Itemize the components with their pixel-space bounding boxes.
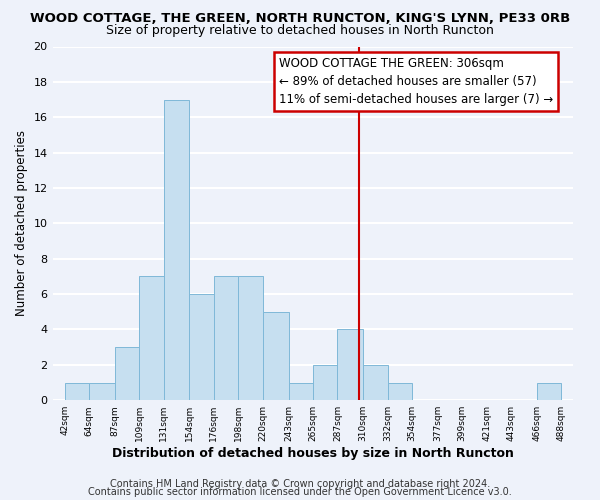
Bar [89, 382, 115, 400]
Bar [313, 365, 337, 400]
Y-axis label: Number of detached properties: Number of detached properties [15, 130, 28, 316]
Text: Size of property relative to detached houses in North Runcton: Size of property relative to detached ho… [106, 24, 494, 37]
Bar [337, 330, 363, 400]
Text: WOOD COTTAGE, THE GREEN, NORTH RUNCTON, KING'S LYNN, PE33 0RB: WOOD COTTAGE, THE GREEN, NORTH RUNCTON, … [30, 12, 570, 26]
Bar [537, 382, 561, 400]
Bar [115, 347, 139, 400]
Bar [190, 294, 214, 400]
Bar [214, 276, 238, 400]
Text: WOOD COTTAGE THE GREEN: 306sqm
← 89% of detached houses are smaller (57)
11% of : WOOD COTTAGE THE GREEN: 306sqm ← 89% of … [279, 57, 553, 106]
Text: Contains HM Land Registry data © Crown copyright and database right 2024.: Contains HM Land Registry data © Crown c… [110, 479, 490, 489]
X-axis label: Distribution of detached houses by size in North Runcton: Distribution of detached houses by size … [112, 447, 514, 460]
Bar [363, 365, 388, 400]
Bar [65, 382, 89, 400]
Bar [139, 276, 164, 400]
Bar [289, 382, 313, 400]
Bar [388, 382, 412, 400]
Bar [164, 100, 190, 400]
Bar [263, 312, 289, 400]
Bar [238, 276, 263, 400]
Text: Contains public sector information licensed under the Open Government Licence v3: Contains public sector information licen… [88, 487, 512, 497]
